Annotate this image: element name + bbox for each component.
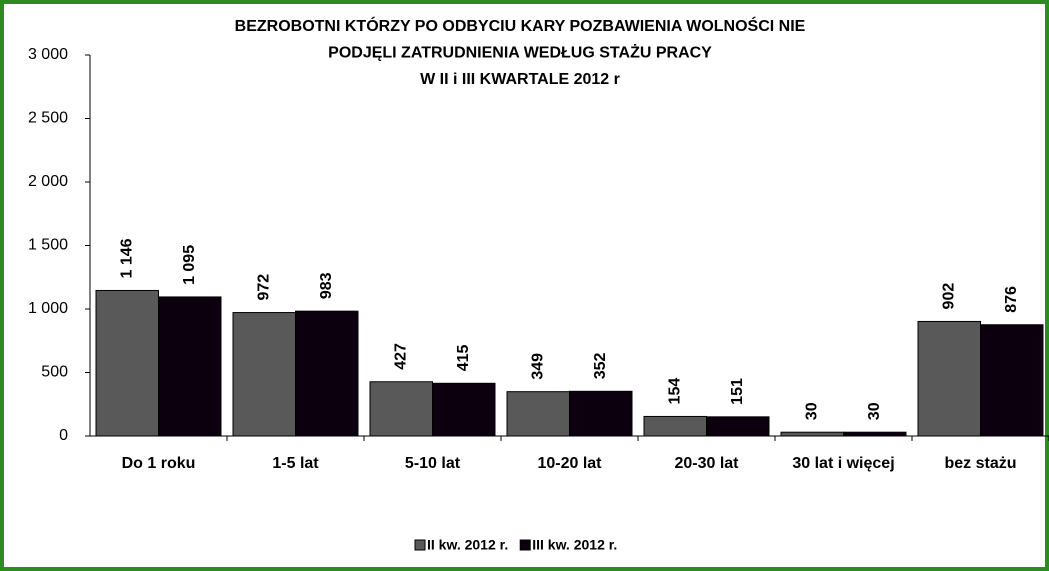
bar xyxy=(158,296,222,437)
x-tick-label: 30 lat i więcej xyxy=(792,455,894,472)
data-label: 415 xyxy=(455,344,472,371)
x-tick-label: 1-5 lat xyxy=(272,455,319,472)
y-tick-label: 1 000 xyxy=(28,300,68,317)
bar xyxy=(706,416,770,437)
bar xyxy=(843,431,907,437)
bar xyxy=(432,382,496,437)
legend-label: III kw. 2012 r. xyxy=(532,537,617,553)
y-tick-label: 500 xyxy=(41,364,68,381)
data-label: 154 xyxy=(666,378,683,405)
data-label: 151 xyxy=(729,378,746,405)
legend-swatch xyxy=(414,539,426,551)
bar xyxy=(232,312,296,437)
x-tick-label: 10-20 lat xyxy=(537,455,602,472)
x-tick-label: 20-30 lat xyxy=(674,455,739,472)
data-label: 30 xyxy=(866,402,883,420)
data-label: 30 xyxy=(803,402,820,420)
bar xyxy=(980,324,1044,437)
legend-swatch xyxy=(519,539,531,551)
y-tick-label: 1 500 xyxy=(28,237,68,254)
bar xyxy=(643,415,707,437)
x-tick-label: Do 1 roku xyxy=(122,455,196,472)
chart-title: PODJĘLI ZATRUDNIENIA WEDŁUG STAŻU PRACY xyxy=(328,44,712,62)
data-label: 1 095 xyxy=(181,245,198,285)
data-label: 972 xyxy=(255,274,272,301)
bar xyxy=(295,310,359,437)
data-label: 349 xyxy=(529,353,546,380)
data-label: 902 xyxy=(940,283,957,310)
x-tick-label: bez stażu xyxy=(944,455,1016,472)
data-label: 427 xyxy=(392,343,409,370)
y-tick-label: 2 500 xyxy=(28,110,68,127)
y-tick-label: 2 000 xyxy=(28,173,68,190)
data-label: 983 xyxy=(318,272,335,299)
bar xyxy=(569,390,633,437)
chart-title: BEZROBOTNI KTÓRZY PO ODBYCIU KARY POZBAW… xyxy=(235,16,806,35)
bar xyxy=(506,391,570,437)
bar xyxy=(95,289,159,437)
legend-label: II kw. 2012 r. xyxy=(427,537,508,553)
y-tick-label: 3 000 xyxy=(28,46,68,63)
bar xyxy=(780,431,844,437)
bar xyxy=(369,381,433,437)
x-tick-label: 5-10 lat xyxy=(405,455,461,472)
data-label: 876 xyxy=(1003,286,1020,313)
chart-title: W II i III KWARTALE 2012 r xyxy=(420,71,620,88)
data-label: 352 xyxy=(592,352,609,379)
data-label: 1 146 xyxy=(118,238,135,278)
bar xyxy=(917,320,981,437)
y-tick-label: 0 xyxy=(59,427,68,444)
